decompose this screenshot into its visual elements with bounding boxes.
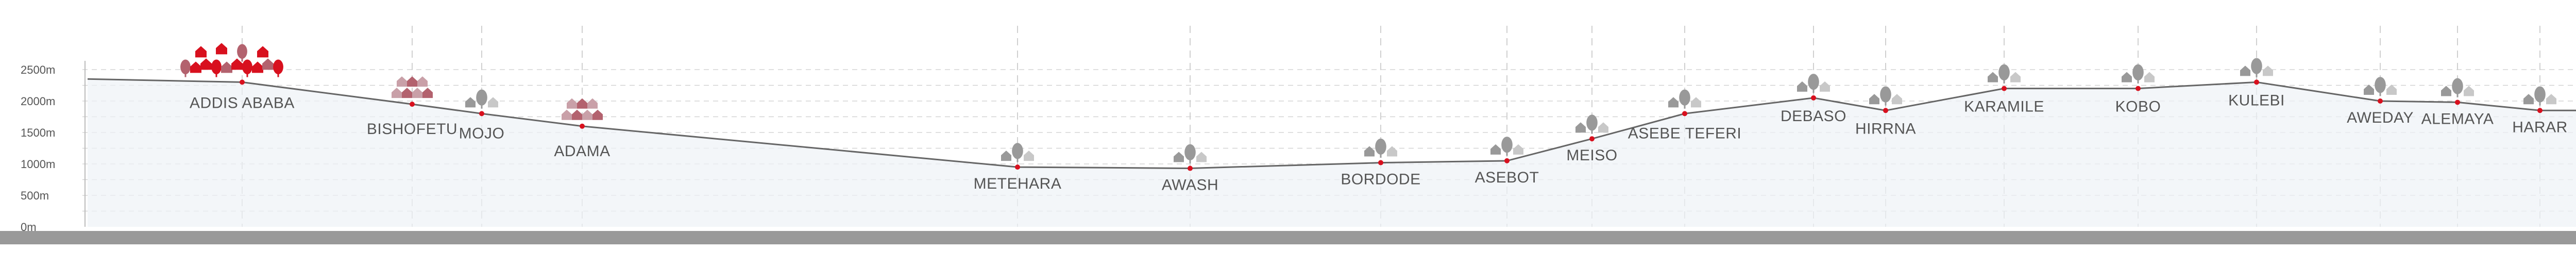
settlement-icon (1575, 114, 1608, 134)
axis-tick-label: 500m (21, 189, 49, 202)
settlement-icons (180, 43, 2556, 163)
station-marker (1504, 158, 1510, 163)
settlement-icon (1797, 74, 1830, 93)
station-label: ASEBOT (1475, 169, 1539, 186)
station-marker (1015, 164, 1020, 170)
station-label: ADAMA (554, 143, 610, 160)
settlement-icon (2523, 86, 2556, 106)
settlement-icon (562, 98, 603, 120)
station-marker (1188, 165, 1193, 171)
axis-tick-label: 1000m (21, 158, 55, 171)
settlement-icon (1364, 138, 1397, 158)
station-marker (1378, 160, 1383, 165)
station-label: DEBASO (1781, 108, 1846, 125)
station-label: HIRRNA (1855, 120, 1916, 137)
settlement-icon (1174, 144, 1207, 163)
station-marker (1811, 95, 1816, 101)
station-marker (1883, 108, 1888, 113)
station-label: KULEBI (2228, 92, 2285, 109)
settlement-icon (1988, 64, 2021, 84)
settlement-icon (1668, 89, 1701, 109)
station-marker (2002, 86, 2007, 91)
station-label: BISHOFETU (367, 121, 457, 138)
settlement-icon (2364, 77, 2397, 96)
settlement-icon (2122, 64, 2155, 84)
settlement-icon (1490, 137, 1523, 156)
station-label: BORDODE (1341, 171, 1420, 188)
settlement-icon (392, 76, 433, 98)
station-marker (1682, 111, 1687, 117)
settlement-icon (1001, 143, 1034, 162)
axis-tick-label: 2500m (21, 63, 55, 76)
terrain-fill (88, 79, 2576, 227)
settlement-icon (2441, 78, 2474, 97)
station-label: ADDIS ABABA (190, 94, 295, 111)
settlement-icon (1869, 86, 1902, 106)
station-label: AWASH (1162, 177, 1218, 194)
station-marker (2378, 98, 2383, 104)
station-label: AWEDAY (2347, 109, 2414, 126)
station-marker (2537, 108, 2543, 113)
station-marker (2254, 79, 2259, 85)
station-markers (240, 79, 2543, 171)
station-marker (2455, 99, 2460, 105)
station-label: MEISO (1566, 147, 1617, 164)
axis-tick-label: 1500m (21, 126, 55, 139)
station-marker (1589, 136, 1595, 142)
station-marker (2136, 86, 2141, 91)
station-label: ALEMAYA (2421, 110, 2494, 127)
station-labels: ADDIS ABABA BISHOFETU MOJO ADAMA METEHARA AWA… (190, 92, 2568, 194)
ground-bar (0, 231, 2576, 244)
station-label: MOJO (459, 125, 505, 142)
station-marker (240, 79, 245, 85)
station-marker (410, 102, 415, 107)
station-marker (479, 111, 484, 117)
settlement-icon (465, 89, 498, 109)
axis-tick-label: 2000m (21, 95, 55, 108)
station-label: METEHARA (974, 175, 1062, 192)
station-marker (580, 123, 585, 129)
station-label: HARAR (2512, 119, 2568, 136)
station-label: ASEBE TEFERI (1628, 125, 1742, 142)
settlement-icon (2240, 58, 2273, 77)
station-label: KOBO (2115, 98, 2161, 115)
station-label: KARAMILE (1964, 98, 2044, 115)
terrain-profile-line (87, 78, 2576, 170)
settlement-icon (180, 43, 283, 77)
